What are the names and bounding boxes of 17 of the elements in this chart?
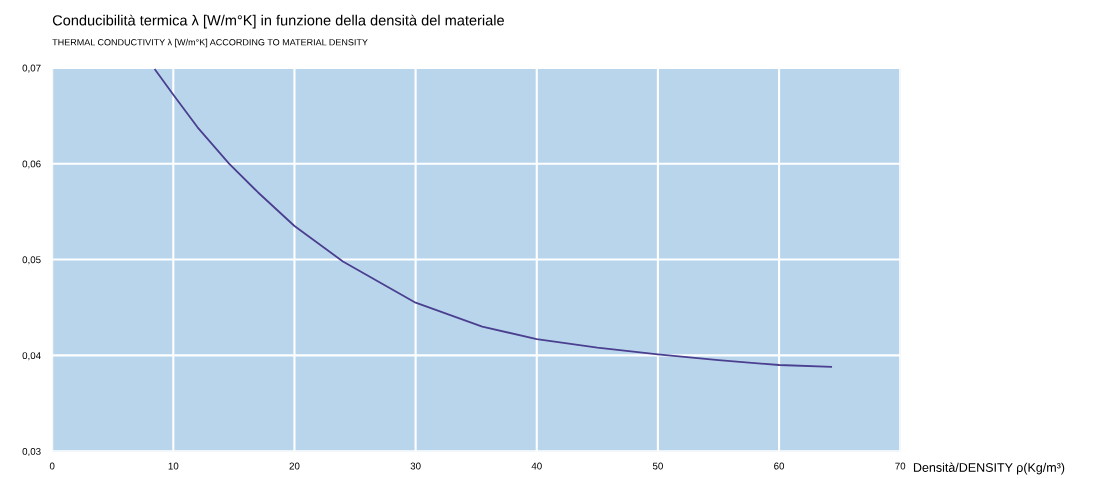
y-tick-label: 0,04 — [22, 352, 41, 361]
x-tick-label: 30 — [410, 462, 421, 470]
x-tick-label: 70 — [895, 462, 906, 470]
chart-subtitle: THERMAL CONDUCTIVITY λ [W/m°K] ACCORDING TO MATERIAL DENSITY — [52, 38, 368, 48]
line-series — [154, 68, 833, 368]
x-axis-title: Densità/DENSITY ρ(Kg/m³) — [913, 462, 1065, 475]
x-tick-label: 40 — [531, 462, 542, 470]
x-tick-label: 20 — [289, 462, 300, 470]
x-tick-label: 60 — [774, 462, 785, 470]
y-tick-label: 0,05 — [22, 256, 41, 265]
x-tick-label: 50 — [652, 462, 663, 470]
y-tick-label: 0,06 — [22, 160, 41, 169]
y-tick-label: 0,07 — [22, 64, 41, 73]
chart-title: Conducibilità termica λ [W/m°K] in funzione della densità del materiale — [52, 14, 504, 29]
x-tick-label: 10 — [168, 462, 179, 470]
y-tick-label: 0,03 — [22, 447, 41, 456]
x-tick-label: 0 — [49, 462, 55, 470]
